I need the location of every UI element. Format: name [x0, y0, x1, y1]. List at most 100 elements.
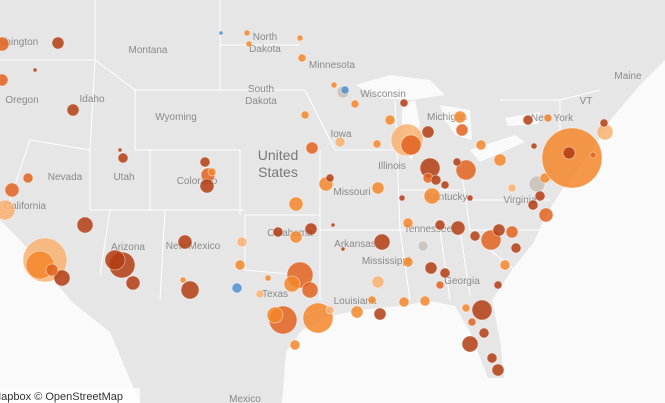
- location-bubble[interactable]: [453, 110, 467, 124]
- location-bubble[interactable]: [301, 281, 319, 299]
- location-bubble[interactable]: [417, 240, 429, 252]
- location-bubble[interactable]: [471, 299, 493, 321]
- location-bubble[interactable]: [372, 139, 382, 149]
- location-bubble[interactable]: [325, 305, 335, 315]
- location-bubble[interactable]: [492, 223, 506, 237]
- location-bubble[interactable]: [245, 40, 253, 48]
- location-bubble[interactable]: [231, 282, 243, 294]
- location-bubble[interactable]: [104, 249, 126, 271]
- location-bubble[interactable]: [455, 159, 477, 181]
- location-bubble[interactable]: [4, 182, 20, 198]
- location-bubble[interactable]: [234, 259, 246, 271]
- location-bubble[interactable]: [434, 219, 446, 231]
- location-bubble[interactable]: [243, 29, 251, 37]
- location-bubble[interactable]: [117, 147, 123, 153]
- location-bubble[interactable]: [255, 289, 265, 299]
- location-bubble[interactable]: [297, 53, 307, 63]
- location-bubble[interactable]: [304, 222, 318, 236]
- location-bubble[interactable]: [430, 174, 442, 186]
- location-bubble[interactable]: [478, 327, 490, 339]
- location-bubble[interactable]: [180, 280, 200, 300]
- location-bubble[interactable]: [371, 181, 385, 195]
- location-bubble[interactable]: [467, 317, 477, 327]
- location-bubble[interactable]: [486, 352, 498, 364]
- location-bubble[interactable]: [466, 194, 474, 202]
- location-bubble[interactable]: [402, 256, 414, 268]
- location-bubble[interactable]: [272, 226, 284, 238]
- location-bubble[interactable]: [45, 263, 59, 277]
- location-bubble[interactable]: [289, 230, 303, 244]
- location-bubble[interactable]: [419, 295, 431, 307]
- location-bubble[interactable]: [51, 36, 65, 50]
- location-bubble[interactable]: [330, 81, 338, 89]
- location-bubble[interactable]: [522, 114, 534, 126]
- location-bubble[interactable]: [330, 222, 336, 228]
- location-bubble[interactable]: [334, 136, 346, 148]
- location-bubble[interactable]: [599, 118, 609, 128]
- location-bubble[interactable]: [340, 246, 346, 252]
- location-bubble[interactable]: [350, 99, 360, 109]
- location-bubble[interactable]: [421, 125, 435, 139]
- location-bubble[interactable]: [400, 134, 422, 156]
- location-bubble[interactable]: [300, 110, 310, 120]
- location-bubble[interactable]: [562, 146, 576, 160]
- location-bubble[interactable]: [440, 180, 450, 190]
- location-bubble[interactable]: [371, 275, 385, 289]
- location-bubble[interactable]: [53, 269, 71, 287]
- location-bubble[interactable]: [505, 225, 519, 239]
- location-bubble[interactable]: [0, 73, 9, 87]
- location-bubble[interactable]: [373, 233, 391, 251]
- location-bubble[interactable]: [283, 275, 301, 293]
- location-bubble[interactable]: [179, 276, 187, 284]
- location-bubble[interactable]: [398, 296, 410, 308]
- location-bubble[interactable]: [373, 307, 387, 321]
- location-bubble[interactable]: [199, 178, 215, 194]
- location-bubble[interactable]: [66, 103, 80, 117]
- location-bubble[interactable]: [289, 339, 301, 351]
- location-bubble[interactable]: [266, 306, 284, 324]
- location-bubble[interactable]: [435, 280, 445, 290]
- location-bubble[interactable]: [439, 267, 451, 279]
- location-bubble[interactable]: [0, 199, 16, 221]
- location-bubble[interactable]: [367, 295, 377, 305]
- location-bubble[interactable]: [530, 142, 538, 150]
- location-bubble[interactable]: [538, 207, 554, 223]
- location-bubble[interactable]: [469, 230, 481, 242]
- location-bubble[interactable]: [499, 259, 511, 271]
- location-bubble[interactable]: [510, 242, 522, 254]
- location-bubble[interactable]: [302, 302, 334, 334]
- location-bubble[interactable]: [384, 114, 396, 126]
- location-bubble[interactable]: [493, 280, 503, 290]
- location-bubble[interactable]: [0, 36, 10, 52]
- location-bubble[interactable]: [236, 236, 248, 248]
- location-bubble[interactable]: [398, 194, 406, 202]
- location-bubble[interactable]: [527, 199, 539, 211]
- location-bubble[interactable]: [22, 172, 34, 184]
- location-bubble[interactable]: [325, 173, 335, 183]
- location-bubble[interactable]: [589, 151, 597, 159]
- location-bubble[interactable]: [424, 261, 438, 275]
- location-bubble[interactable]: [340, 85, 350, 95]
- location-bubble[interactable]: [305, 141, 319, 155]
- location-bubble[interactable]: [218, 30, 224, 36]
- location-bubble[interactable]: [207, 167, 217, 177]
- location-bubble[interactable]: [296, 34, 304, 42]
- location-bubble[interactable]: [288, 196, 304, 212]
- location-bubble[interactable]: [493, 153, 507, 167]
- location-bubble[interactable]: [423, 187, 441, 205]
- location-bubble[interactable]: [177, 234, 193, 250]
- location-bubble[interactable]: [76, 216, 94, 234]
- location-bubble[interactable]: [461, 335, 479, 353]
- location-bubble[interactable]: [491, 363, 505, 377]
- location-bubble[interactable]: [264, 274, 272, 282]
- location-bubble[interactable]: [450, 220, 466, 236]
- location-bubble[interactable]: [199, 156, 211, 168]
- location-bubble[interactable]: [507, 183, 517, 193]
- location-bubble[interactable]: [402, 217, 414, 229]
- location-bubble[interactable]: [399, 98, 409, 108]
- location-bubble[interactable]: [475, 139, 487, 151]
- location-bubble[interactable]: [32, 67, 38, 73]
- location-bubble[interactable]: [543, 113, 553, 123]
- location-bubble[interactable]: [452, 157, 462, 167]
- location-bubble[interactable]: [125, 275, 141, 291]
